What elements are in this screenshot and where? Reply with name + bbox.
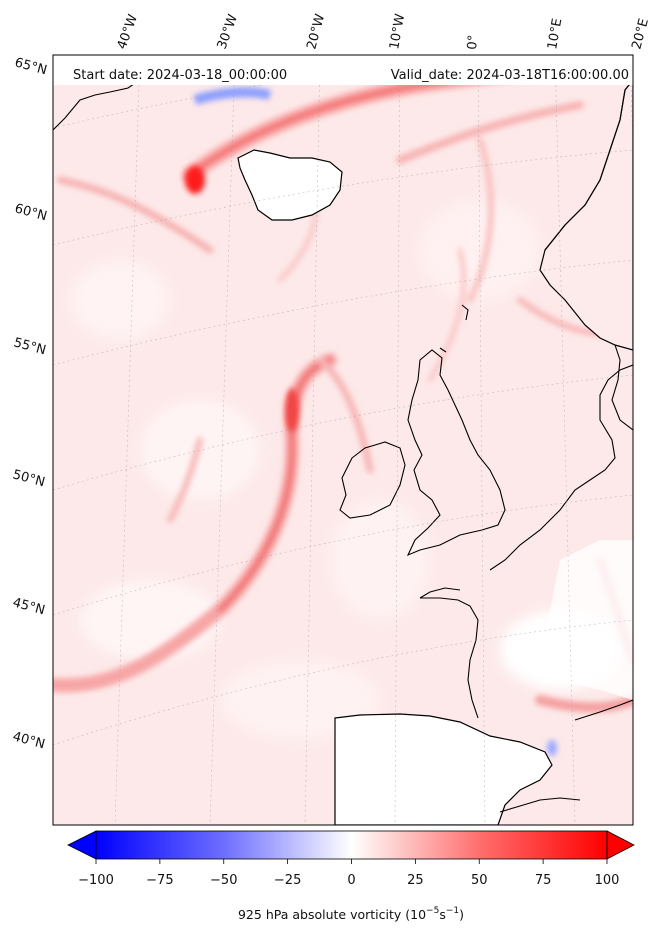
colorbar-tick-labels: −100 −75 −50 −25 0 25 50 75 100 (78, 873, 619, 888)
iceland-land (237, 149, 343, 221)
graticule (53, 55, 633, 825)
sweden-coast (611, 344, 633, 431)
colorbar-max-extend (606, 830, 635, 860)
continental-coast (489, 364, 633, 571)
lat-label-65n: 65°N (13, 55, 49, 78)
colorbar-gradient (95, 830, 608, 860)
norway-coast (544, 79, 633, 251)
colorbar-tick-label: −25 (274, 873, 301, 888)
lon-label-40w: 40°W (115, 12, 141, 51)
lon-label-10e: 10°E (545, 17, 565, 50)
colorbar-min-extend (67, 830, 97, 860)
map-panel (53, 55, 633, 825)
colorbar-tick-label: −50 (210, 873, 237, 888)
colorbar-tick-label: −75 (146, 873, 173, 888)
iberia-land (334, 713, 553, 825)
colorbar-tick-label: 100 (595, 873, 620, 888)
colorbar-ticks (95, 859, 608, 864)
lon-label-20w: 20°W (304, 12, 328, 51)
great-britain-coast (406, 349, 506, 557)
lat-label-55n: 55°N (12, 335, 48, 358)
colorbar-tick-label: 50 (471, 873, 488, 888)
start-date-label: Start date: 2024-03-18_00:00:00 (73, 68, 287, 83)
latitude-labels: 65°N 60°N 55°N 50°N 45°N 40°N (11, 55, 49, 752)
colorbar: −100 −75 −50 −25 0 25 50 75 100 925 hPa absolute… (67, 830, 635, 922)
colorbar-tick-label: 75 (535, 873, 552, 888)
north-africa-coast (499, 797, 581, 813)
vorticity-maxima (185, 166, 299, 432)
france-coast (420, 597, 479, 719)
lon-label-10w: 10°W (387, 13, 408, 51)
lon-label-20e: 20°E (629, 17, 652, 51)
lon-label-0: 0° (465, 34, 481, 50)
brittany (419, 587, 461, 599)
shetland-orkney (439, 304, 469, 353)
central-europe-white (540, 540, 633, 700)
lat-label-40n: 40°N (11, 729, 47, 752)
colorbar-tick-label: 25 (407, 873, 424, 888)
colorbar-tick-label: −100 (78, 873, 114, 888)
colorbar-tick-label: 0 (347, 873, 355, 888)
valid-date-label: Valid_date: 2024-03-18T16:00:00.00 (391, 68, 629, 83)
header-strip (53, 55, 633, 85)
lon-label-30w: 30°W (215, 12, 241, 51)
lat-label-60n: 60°N (13, 201, 49, 224)
longitude-labels: 40°W 30°W 20°W 10°W 0° 10°E 20°E (115, 12, 652, 51)
lat-label-50n: 50°N (11, 467, 47, 490)
ireland-coast (339, 441, 406, 519)
colorbar-label: 925 hPa absolute vorticity (10−5s−1) (238, 906, 464, 922)
lat-label-45n: 45°N (11, 595, 47, 618)
map-frame (52, 54, 634, 826)
mediterranean-coast (574, 699, 633, 721)
land-areas (237, 79, 633, 825)
